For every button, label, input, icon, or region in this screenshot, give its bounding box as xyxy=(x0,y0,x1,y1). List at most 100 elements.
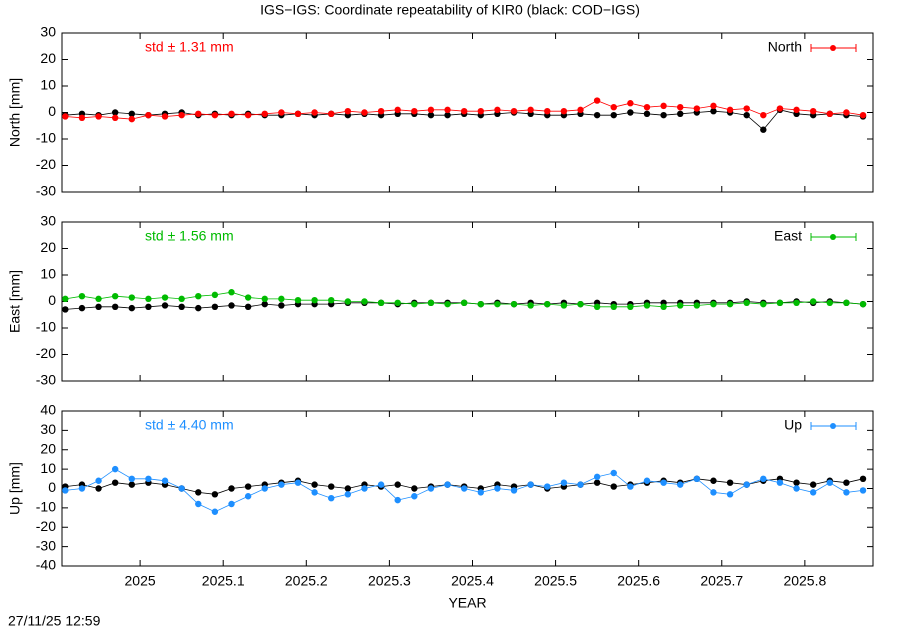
data-point xyxy=(776,479,784,486)
data-point xyxy=(760,126,767,133)
data-point xyxy=(627,100,634,107)
y-tick-label: -20 xyxy=(36,518,56,534)
data-point xyxy=(510,487,518,494)
data-point xyxy=(627,109,634,116)
y-tick-label: -30 xyxy=(36,372,56,388)
y-tick-label: 20 xyxy=(40,239,56,255)
x-tick-label: 2025.7 xyxy=(700,573,743,589)
y-axis-label: Up [mm] xyxy=(7,462,23,515)
data-point xyxy=(361,109,368,116)
data-point xyxy=(843,489,850,496)
data-point xyxy=(62,487,69,494)
data-point xyxy=(693,105,701,112)
data-point xyxy=(544,483,551,490)
data-point xyxy=(145,295,152,303)
data-point xyxy=(593,479,601,486)
data-point xyxy=(78,293,86,300)
data-point xyxy=(361,298,368,305)
y-tick-label: 30 xyxy=(40,213,56,229)
data-point xyxy=(377,299,385,307)
data-point xyxy=(344,298,352,305)
data-point xyxy=(710,300,717,308)
data-point xyxy=(593,473,601,481)
data-point xyxy=(294,296,302,304)
x-tick-label: 2025.8 xyxy=(783,573,826,589)
data-point xyxy=(128,475,135,483)
data-point xyxy=(444,300,451,308)
data-point xyxy=(826,110,833,118)
data-point xyxy=(211,291,219,299)
data-point xyxy=(793,106,800,114)
data-point xyxy=(278,295,285,303)
data-point xyxy=(244,303,252,310)
y-axis-label: East [mm] xyxy=(7,270,23,333)
data-point xyxy=(178,303,185,310)
y-tick-label: -20 xyxy=(36,156,56,172)
data-point xyxy=(95,113,102,120)
data-point xyxy=(111,465,119,473)
y-tick-label: 10 xyxy=(40,266,56,282)
data-point xyxy=(195,304,202,312)
data-point xyxy=(477,107,484,115)
data-point xyxy=(161,113,169,120)
y-tick-label: -40 xyxy=(36,557,56,573)
data-point xyxy=(161,477,169,484)
data-point xyxy=(710,489,717,496)
data-point xyxy=(62,306,69,313)
timestamp: 27/11/25 12:59 xyxy=(8,613,101,629)
data-point xyxy=(145,303,152,310)
data-point xyxy=(593,111,601,119)
data-point xyxy=(494,300,501,308)
data-point xyxy=(726,479,734,486)
data-point xyxy=(809,489,817,496)
data-point xyxy=(128,115,135,123)
data-point xyxy=(344,491,352,498)
annotation: std ± 1.56 mm xyxy=(145,228,234,244)
data-point xyxy=(178,295,185,303)
data-point xyxy=(577,300,584,308)
data-point xyxy=(411,493,418,500)
data-point xyxy=(859,300,867,308)
data-point xyxy=(261,295,268,303)
data-point xyxy=(95,295,102,303)
data-point xyxy=(261,485,268,492)
y-tick-label: 0 xyxy=(48,292,56,308)
data-point xyxy=(843,109,850,116)
data-point xyxy=(494,106,501,114)
data-point xyxy=(377,107,385,115)
data-point xyxy=(743,105,750,112)
data-point xyxy=(859,487,867,494)
data-point xyxy=(211,508,219,515)
x-axis-label: YEAR xyxy=(448,595,486,611)
data-point xyxy=(195,293,202,300)
y-tick-label: -10 xyxy=(36,319,56,335)
data-point xyxy=(344,107,352,115)
data-point xyxy=(95,477,102,484)
data-point xyxy=(261,300,268,308)
data-point xyxy=(560,479,568,486)
y-tick-label: 30 xyxy=(40,421,56,437)
data-point xyxy=(460,107,468,115)
legend-marker xyxy=(830,45,836,51)
data-point xyxy=(111,303,119,310)
data-point xyxy=(228,110,235,118)
legend-marker xyxy=(830,234,836,240)
data-point xyxy=(859,111,867,119)
data-point xyxy=(494,485,501,492)
data-point xyxy=(726,106,734,114)
y-tick-label: -30 xyxy=(36,183,56,199)
data-point xyxy=(78,485,86,492)
annotation: std ± 4.40 mm xyxy=(145,417,234,433)
data-point xyxy=(577,481,584,488)
data-point xyxy=(244,111,252,119)
data-point xyxy=(677,481,684,488)
data-point xyxy=(377,481,385,488)
data-point xyxy=(228,500,235,508)
data-point xyxy=(776,299,784,307)
data-point xyxy=(128,294,135,301)
data-point xyxy=(444,111,451,119)
x-tick-label: 2025.1 xyxy=(202,573,245,589)
data-point xyxy=(643,110,651,118)
data-point xyxy=(161,302,169,309)
